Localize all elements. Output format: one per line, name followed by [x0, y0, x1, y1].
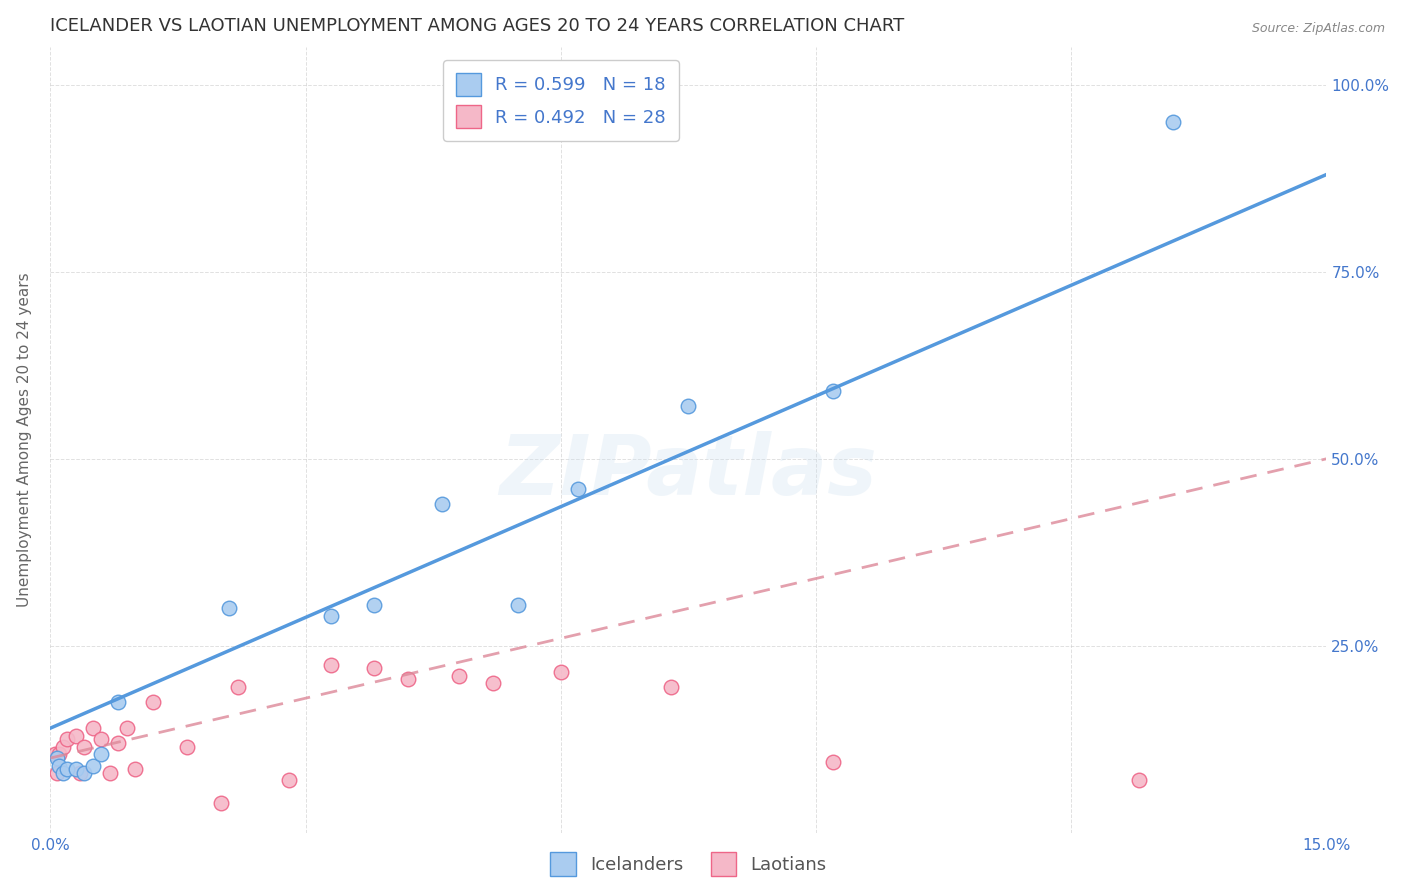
Y-axis label: Unemployment Among Ages 20 to 24 years: Unemployment Among Ages 20 to 24 years: [17, 273, 32, 607]
Point: [141, 695, 163, 709]
Point: [52, 766, 75, 780]
Point: [65, 762, 87, 776]
Point: [107, 695, 129, 709]
Point: [46, 766, 69, 780]
Point: [396, 673, 419, 687]
Point: [44, 747, 66, 762]
Point: [115, 721, 138, 735]
Point: [98, 766, 121, 780]
Point: [661, 680, 683, 694]
Point: [124, 762, 146, 776]
Point: [1163, 115, 1185, 129]
Point: [90, 732, 112, 747]
Point: [82, 721, 104, 735]
Point: [46, 751, 69, 765]
Point: [176, 739, 198, 754]
Point: [82, 758, 104, 772]
Text: ICELANDER VS LAOTIAN UNEMPLOYMENT AMONG AGES 20 TO 24 YEARS CORRELATION CHART: ICELANDER VS LAOTIAN UNEMPLOYMENT AMONG …: [51, 17, 904, 35]
Point: [73, 766, 96, 780]
Point: [48, 758, 70, 772]
Point: [69, 766, 91, 780]
Point: [52, 739, 75, 754]
Point: [277, 773, 299, 788]
Point: [65, 729, 87, 743]
Legend: Icelanders, Laotians: Icelanders, Laotians: [543, 845, 834, 883]
Point: [90, 747, 112, 762]
Point: [363, 661, 385, 675]
Point: [218, 601, 240, 615]
Point: [226, 680, 249, 694]
Point: [56, 762, 79, 776]
Point: [481, 676, 503, 690]
Point: [209, 796, 232, 810]
Point: [430, 497, 453, 511]
Point: [550, 665, 572, 679]
Point: [567, 482, 589, 496]
Point: [321, 608, 343, 623]
Text: ZIPatlas: ZIPatlas: [499, 431, 877, 512]
Point: [107, 736, 129, 750]
Point: [73, 739, 96, 754]
Point: [48, 747, 70, 762]
Text: Source: ZipAtlas.com: Source: ZipAtlas.com: [1251, 22, 1385, 36]
Point: [678, 400, 700, 414]
Point: [56, 732, 79, 747]
Point: [447, 669, 470, 683]
Point: [363, 598, 385, 612]
Point: [823, 755, 845, 769]
Point: [508, 598, 530, 612]
Point: [321, 657, 343, 672]
Point: [1128, 773, 1150, 788]
Point: [823, 384, 845, 399]
